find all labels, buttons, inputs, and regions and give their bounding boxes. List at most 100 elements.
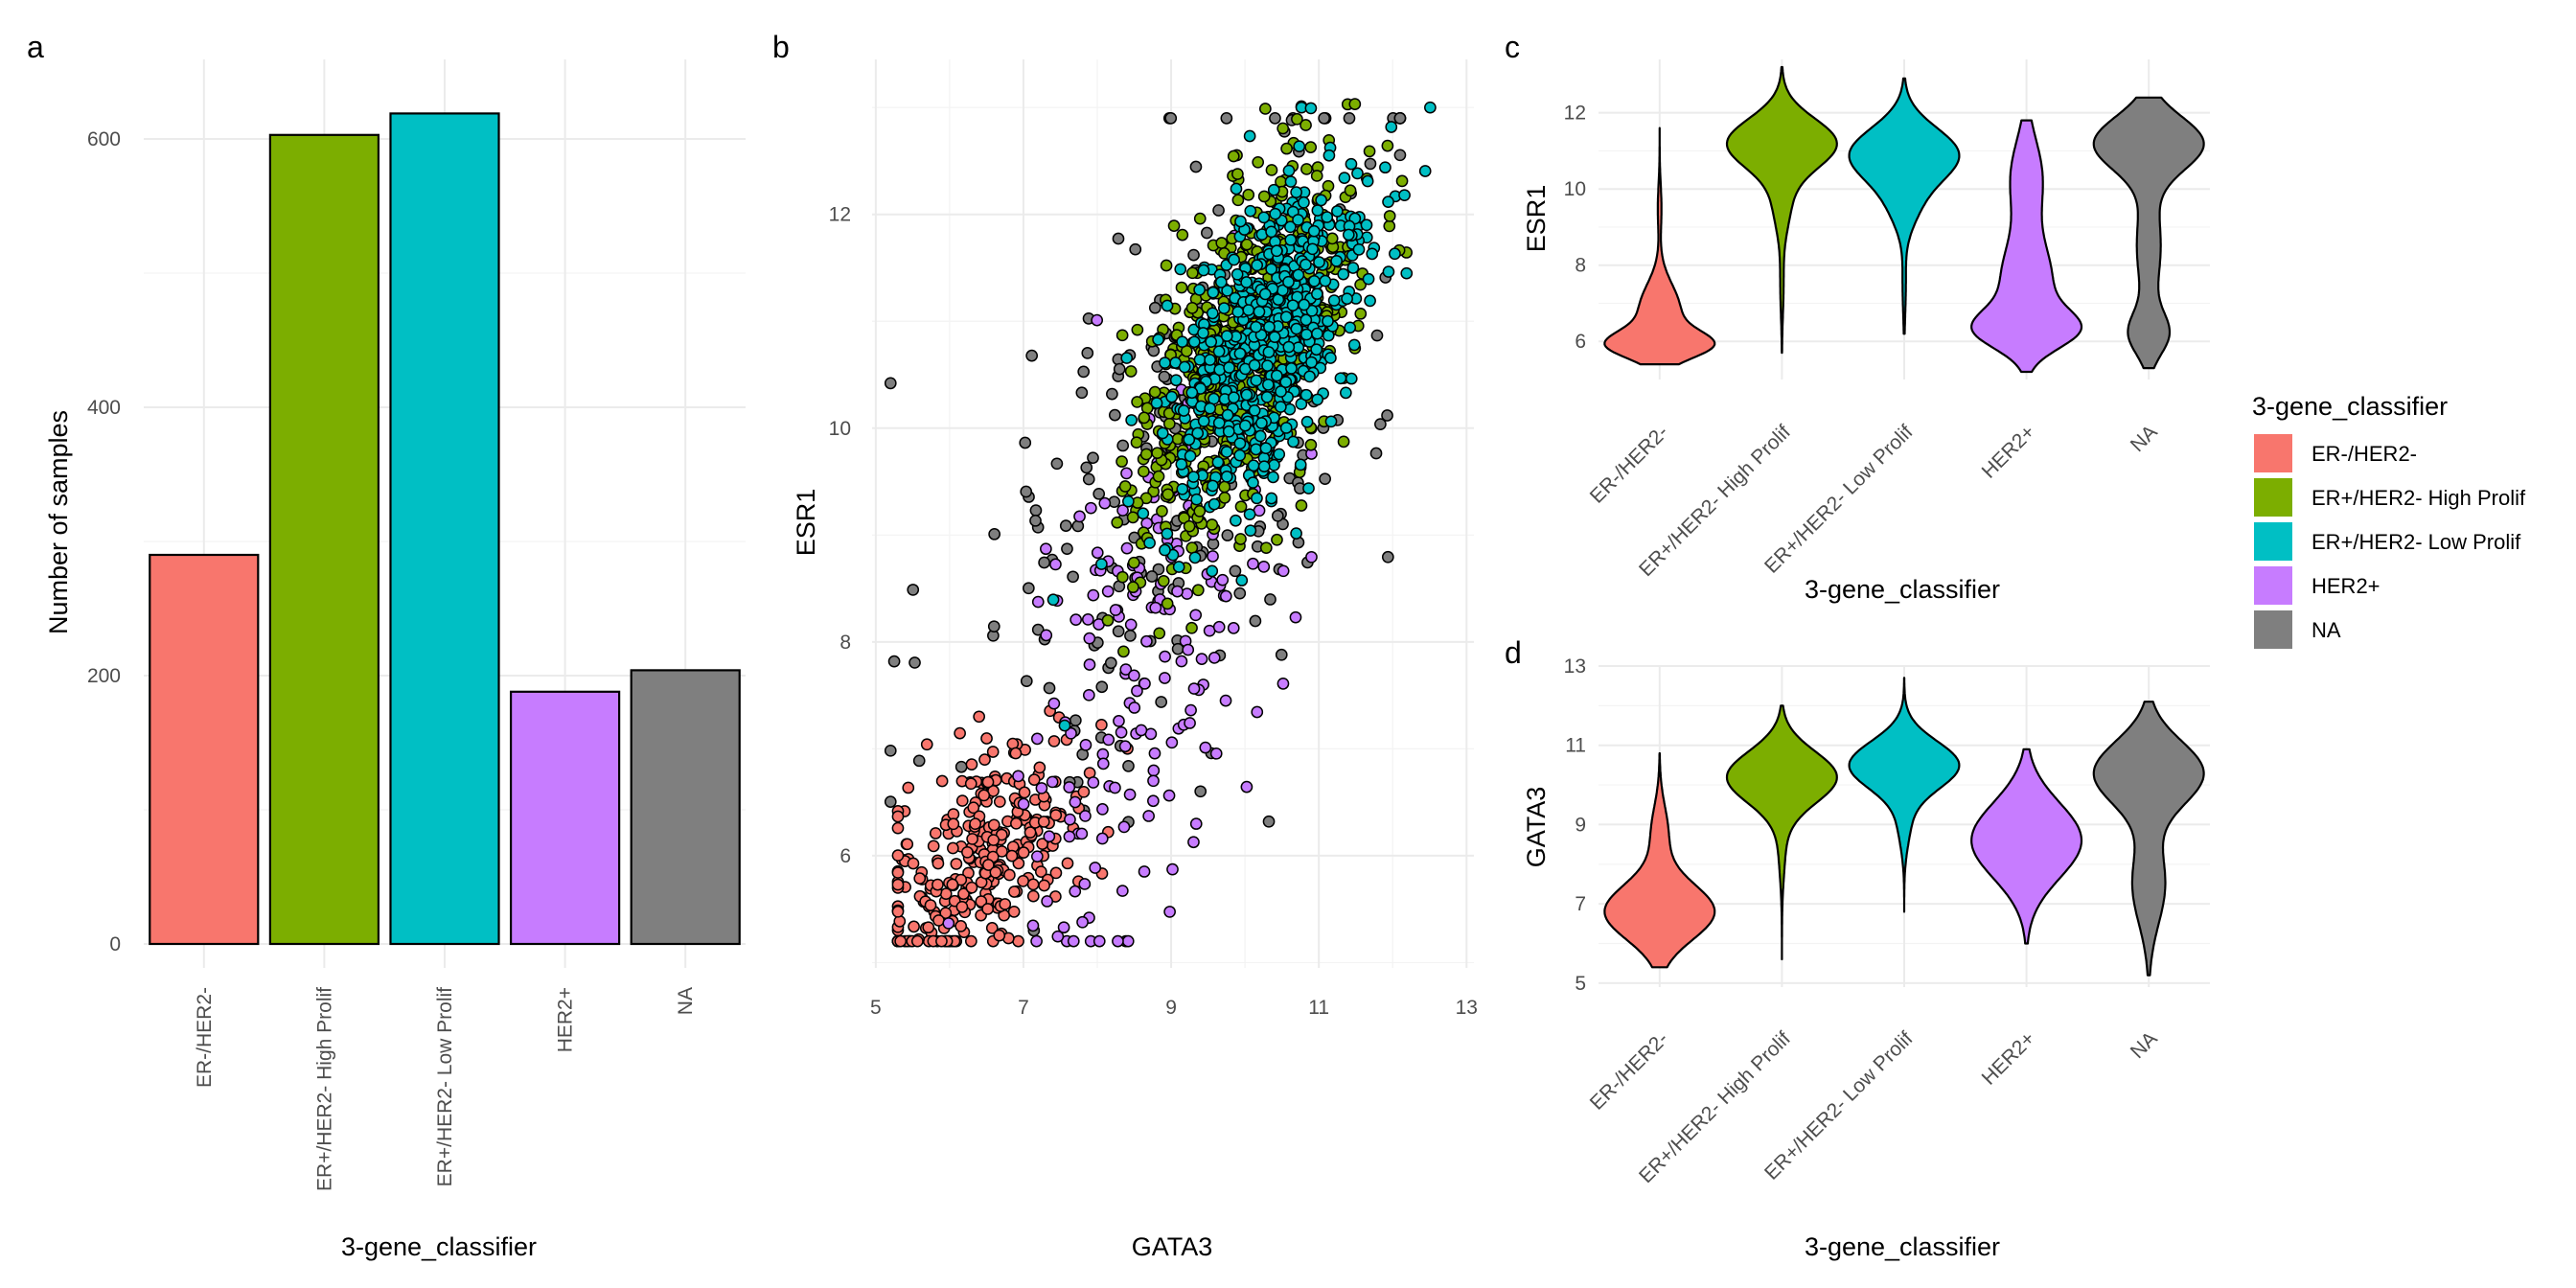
point-er-her2-low-prolif (1259, 442, 1273, 455)
point-er-her2-low-prolif (1284, 233, 1298, 246)
point-er-her2-high-prolif (1116, 329, 1129, 342)
point-er-her2 (982, 859, 995, 871)
point-er-her2-low-prolif (1322, 149, 1336, 162)
point-er-her2-high-prolif (1381, 139, 1394, 152)
scatter-panel: 6 8 10 12 5 7 9 11 13 GATA3 ESR1 (792, 59, 1478, 1261)
point-er-her2 (947, 841, 959, 855)
point-her2 (1098, 496, 1112, 510)
point-er-her2-low-prolif (1315, 194, 1327, 207)
point-er-her2-low-prolif (1211, 455, 1225, 469)
point-er-her2-high-prolif (1138, 411, 1151, 425)
point-er-her2 (1077, 785, 1091, 798)
point-er-her2 (965, 758, 978, 770)
point-na (1116, 439, 1130, 452)
point-her2 (1075, 827, 1089, 840)
point-er-her2-low-prolif (1275, 385, 1287, 398)
point-her2 (1148, 747, 1162, 760)
point-na (1077, 365, 1091, 379)
point-er-her2-high-prolif (1162, 488, 1175, 501)
point-er-her2 (967, 801, 980, 815)
point-er-her2-low-prolif (1222, 425, 1235, 438)
x-tick-label: ER+/HER2- Low Prolif (434, 987, 456, 1186)
point-er-her2-low-prolif (1275, 401, 1287, 413)
point-er-her2-low-prolif (1240, 276, 1253, 288)
point-er-her2-low-prolif (1137, 507, 1150, 520)
point-er-her2-high-prolif (1304, 438, 1318, 451)
point-er-her2 (950, 858, 963, 870)
x-axis-title: 3-gene_classifier (341, 1232, 537, 1261)
point-her2 (1219, 589, 1232, 603)
point-er-her2-low-prolif (1339, 386, 1352, 400)
bar-her2 (509, 690, 621, 946)
point-er-her2-high-prolif (1139, 448, 1153, 461)
point-er-her2-high-prolif (1300, 163, 1313, 175)
point-her2 (1138, 865, 1151, 878)
point-er-her2-low-prolif (1327, 294, 1341, 307)
legend-item: HER2+ (2254, 566, 2380, 605)
point-na (1393, 111, 1407, 125)
x-tick-label: HER2+ (1978, 421, 2040, 483)
point-na (1393, 149, 1407, 162)
point-er-her2-high-prolif (1257, 190, 1271, 203)
point-na (1370, 329, 1384, 342)
x-tick-label: 13 (1456, 997, 1478, 1019)
point-her2 (1128, 669, 1140, 682)
point-er-her2-low-prolif (1285, 362, 1298, 375)
point-er-her2 (935, 774, 949, 788)
point-her2 (1251, 705, 1264, 719)
point-er-her2-low-prolif (1193, 353, 1207, 366)
point-er-her2-low-prolif (1342, 228, 1355, 242)
point-er-her2-low-prolif (1284, 220, 1297, 234)
point-na (1221, 529, 1234, 541)
point-na (1381, 409, 1393, 422)
point-er-her2-high-prolif (1101, 613, 1115, 627)
point-er-her2-low-prolif (1262, 346, 1276, 358)
point-her2 (1083, 658, 1096, 671)
point-er-her2-high-prolif (1291, 112, 1303, 126)
point-her2 (1189, 817, 1203, 830)
point-her2 (1101, 585, 1115, 598)
point-er-her2-low-prolif (1311, 393, 1324, 406)
bar-er-her2-high-prolif (268, 133, 380, 946)
point-her2 (1187, 836, 1200, 849)
point-er-her2-low-prolif (1305, 304, 1319, 317)
point-her2 (1159, 672, 1171, 684)
point-er-her2-low-prolif (1398, 189, 1411, 202)
point-er-her2-high-prolif (1265, 164, 1278, 176)
point-er-her2 (1018, 786, 1031, 799)
point-er-her2-low-prolif (1183, 433, 1196, 447)
point-er-her2-low-prolif (1298, 298, 1311, 311)
point-na (1075, 386, 1089, 400)
point-er-her2 (894, 934, 908, 948)
point-her2 (1123, 788, 1137, 801)
point-er-her2 (981, 903, 995, 915)
series-her2 (942, 229, 1318, 948)
point-er-her2-low-prolif (1334, 372, 1347, 385)
point-her2 (1147, 794, 1160, 808)
y-tick-label: 6 (840, 845, 851, 867)
point-er-her2-high-prolif (1137, 465, 1150, 478)
point-na (1374, 418, 1387, 430)
point-her2 (1140, 634, 1153, 648)
point-er-her2-high-prolif (1258, 103, 1272, 115)
y-tick-labels: 0 200 400 600 (87, 128, 121, 955)
point-er-her2-high-prolif (1242, 188, 1255, 201)
point-er-her2-high-prolif (1151, 447, 1163, 460)
point-er-her2 (920, 738, 933, 751)
y-tick-label: 10 (1564, 178, 1586, 200)
point-er-her2-low-prolif (1366, 247, 1379, 261)
point-er-her2-low-prolif (1250, 320, 1262, 334)
point-er-her2-high-prolif (1240, 238, 1254, 251)
violin-na (2092, 701, 2205, 977)
point-er-her2 (1036, 838, 1049, 850)
point-er-her2-low-prolif (1244, 204, 1257, 218)
point-er-her2-low-prolif (1243, 129, 1256, 143)
point-er-her2-low-prolif (1385, 121, 1398, 133)
point-er-her2 (932, 878, 944, 891)
point-er-her2-low-prolif (1248, 358, 1261, 372)
point-er-her2-low-prolif (1307, 224, 1321, 238)
point-er-her2-low-prolif (1331, 205, 1344, 218)
point-her2 (1276, 678, 1290, 690)
point-er-her2 (999, 898, 1012, 910)
violin-er-her2-low-prolif (1848, 677, 1961, 913)
